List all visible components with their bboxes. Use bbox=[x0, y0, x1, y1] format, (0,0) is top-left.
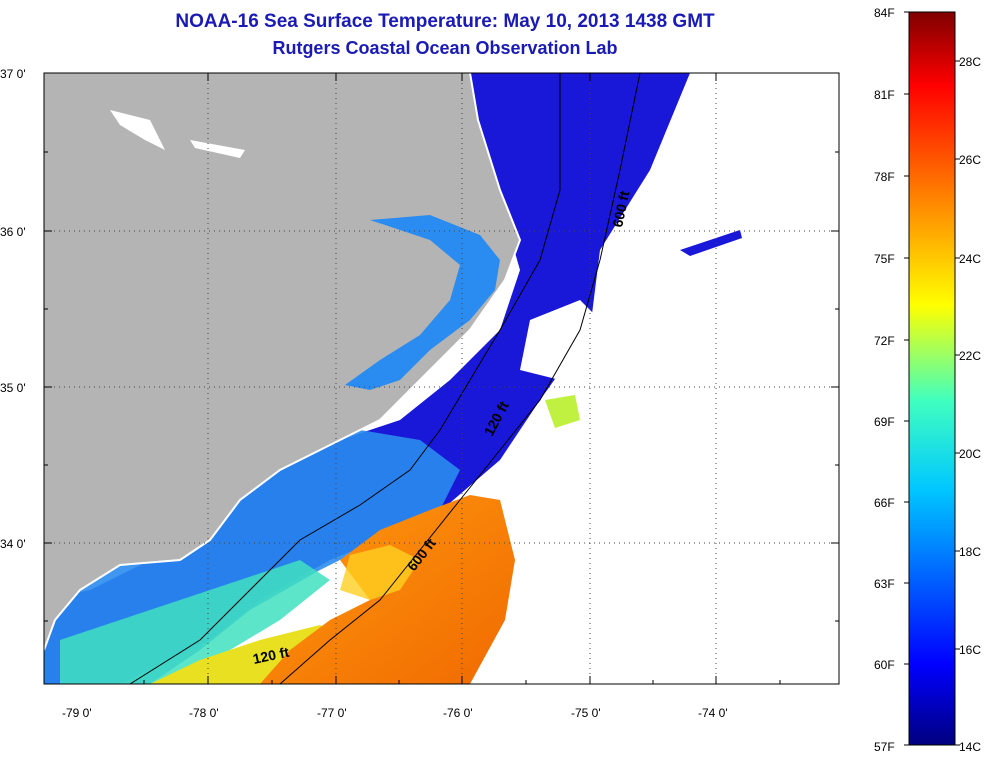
contour-label-120ft-south: 120 ft bbox=[251, 644, 290, 667]
lon-label-74: -74 0' bbox=[698, 706, 728, 720]
cb-c-18: 18C bbox=[959, 545, 981, 559]
graticule bbox=[44, 73, 839, 684]
cb-f-66: 66F bbox=[874, 496, 895, 510]
pamlico-sound bbox=[345, 215, 500, 390]
lon-label-77: -77 0' bbox=[317, 706, 347, 720]
colorbar-gradient bbox=[908, 11, 956, 746]
lat-label-37: 37 0' bbox=[0, 67, 26, 81]
cb-c-24: 24C bbox=[959, 252, 981, 266]
cb-f-57: 57F bbox=[874, 740, 895, 754]
contour-120ft bbox=[129, 73, 561, 684]
cb-c-20: 20C bbox=[959, 447, 981, 461]
cb-c-14: 14C bbox=[959, 740, 981, 754]
lat-label-34: 34 0' bbox=[0, 537, 26, 551]
cb-c-22: 22C bbox=[959, 349, 981, 363]
map-title: NOAA-16 Sea Surface Temperature: May 10,… bbox=[175, 11, 715, 32]
cb-f-60: 60F bbox=[874, 658, 895, 672]
cloud-patch bbox=[520, 300, 600, 380]
colorbar: 84F 81F 78F 75F 72F 69F 66F 63F 60F 57F … bbox=[874, 6, 981, 754]
cb-f-63: 63F bbox=[874, 577, 895, 591]
ocean-teal-water bbox=[60, 560, 330, 684]
map-plot-area bbox=[44, 73, 839, 684]
axis-ticks bbox=[44, 73, 839, 684]
contour-label-600ft-north: 600 ft bbox=[609, 189, 632, 228]
lon-label-75: -75 0' bbox=[571, 706, 601, 720]
land-mass bbox=[44, 73, 520, 650]
cb-f-78: 78F bbox=[874, 170, 895, 184]
map-frame bbox=[43, 72, 840, 685]
cb-f-69: 69F bbox=[874, 415, 895, 429]
coastline bbox=[44, 73, 522, 651]
lat-label-36: 36 0' bbox=[0, 225, 26, 239]
cb-c-16: 16C bbox=[959, 643, 981, 657]
cb-f-75: 75F bbox=[874, 252, 895, 266]
lon-label-76: -76 0' bbox=[443, 706, 473, 720]
cb-c-28: 28C bbox=[959, 55, 981, 69]
contour-600ft bbox=[279, 73, 641, 684]
cb-f-81: 81F bbox=[874, 88, 895, 102]
lat-label-35: 35 0' bbox=[0, 381, 26, 395]
cb-c-26: 26C bbox=[959, 153, 981, 167]
lon-label-79: -79 0' bbox=[62, 706, 92, 720]
gulf-stream-yellow bbox=[340, 545, 420, 600]
lon-label-78: -78 0' bbox=[189, 706, 219, 720]
cb-f-84: 84F bbox=[874, 6, 895, 20]
cb-f-72: 72F bbox=[874, 334, 895, 348]
map-subtitle: Rutgers Coastal Ocean Observation Lab bbox=[272, 38, 618, 58]
